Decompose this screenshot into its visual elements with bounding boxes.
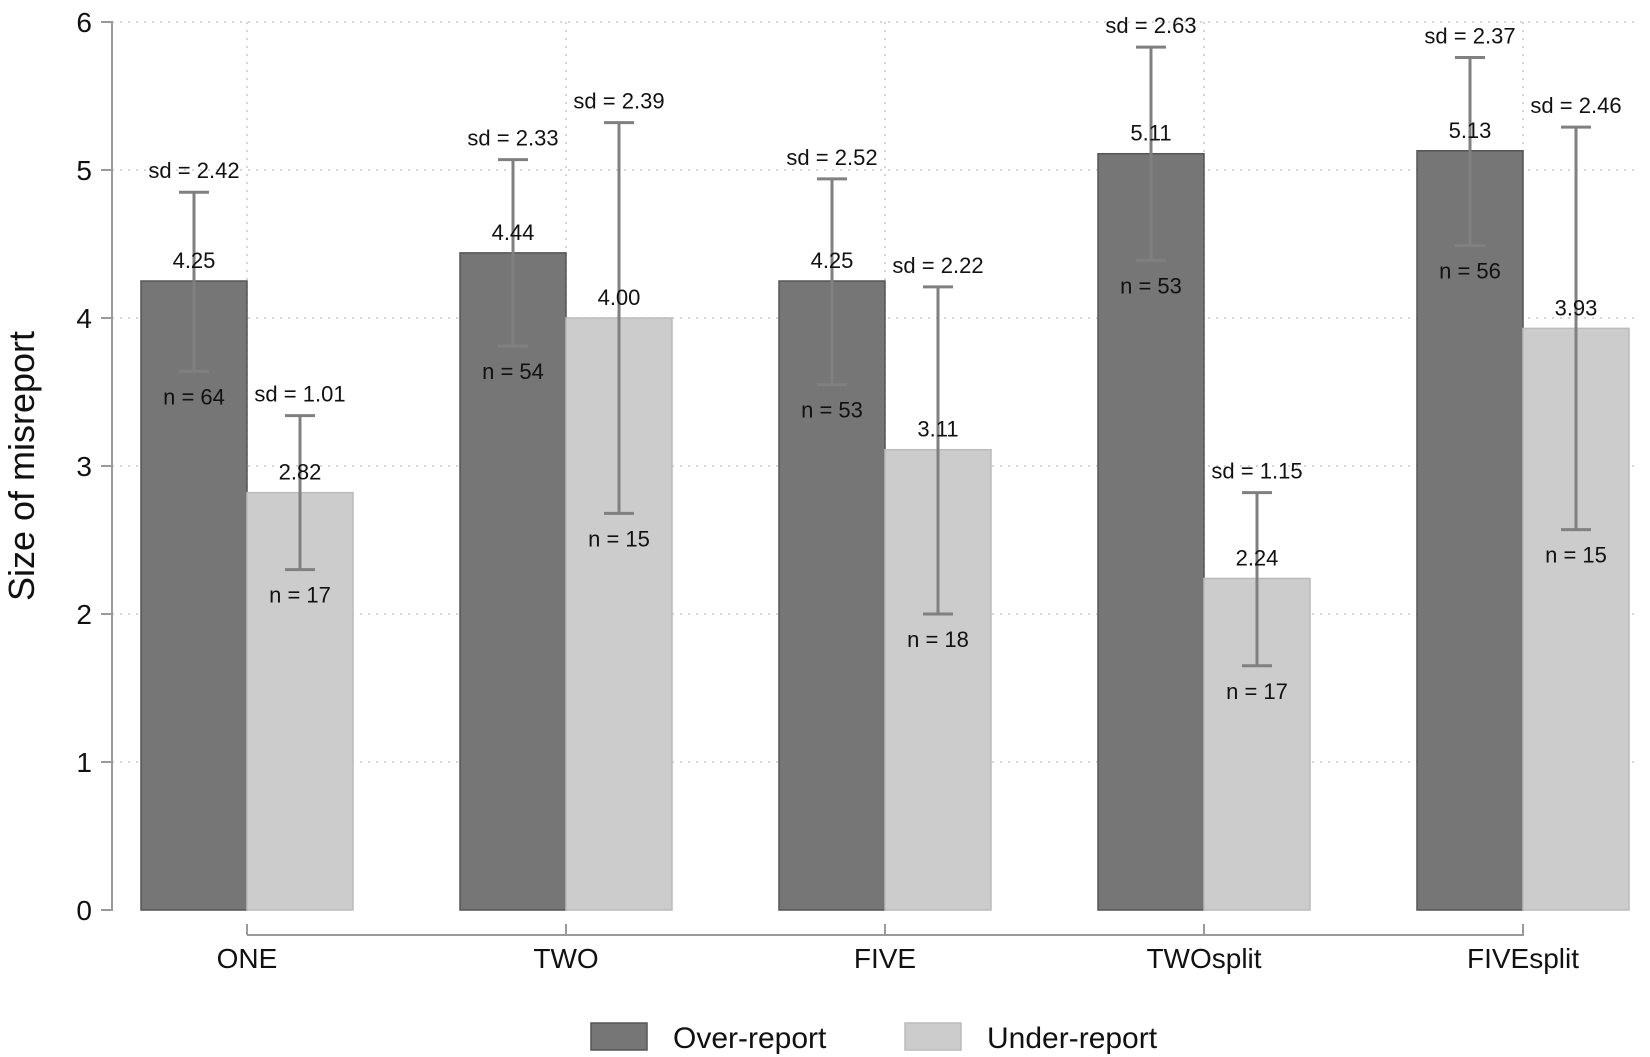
- sd-label: sd = 2.22: [892, 253, 983, 278]
- value-label: 2.24: [1236, 545, 1279, 570]
- y-tick-label: 2: [76, 599, 92, 630]
- bar-over-report: [1097, 152, 1205, 911]
- sd-label: sd = 2.42: [148, 158, 239, 183]
- value-label: 4.44: [492, 220, 535, 245]
- value-label: 3.11: [917, 417, 958, 442]
- x-tick-label: TWOsplit: [1146, 943, 1261, 974]
- legend-label-over-report: Over-report: [673, 1022, 827, 1055]
- x-tick-label: TWO: [533, 943, 598, 974]
- n-label: n = 54: [482, 359, 544, 384]
- n-label: n = 17: [1226, 679, 1288, 704]
- legend: Over-report Under-report: [590, 1022, 1158, 1055]
- legend-label-under-report: Under-report: [987, 1022, 1158, 1055]
- bar-annotations: sd = 2.42 4.25 n = 64 sd = 2.33 4.44 n = 54 sd…: [148, 13, 1621, 704]
- y-tick-label: 5: [76, 155, 92, 186]
- x-tick-label: FIVE: [854, 943, 916, 974]
- value-label: 4.00: [598, 285, 641, 310]
- n-label: n = 15: [1545, 543, 1607, 568]
- y-tick-label: 3: [76, 451, 92, 482]
- sd-label: sd = 2.39: [573, 89, 664, 114]
- y-tick-label: 4: [76, 303, 92, 334]
- value-label: 5.11: [1130, 121, 1171, 146]
- n-label: n = 17: [269, 583, 331, 608]
- y-tick-label: 1: [76, 747, 92, 778]
- y-tick-label: 0: [76, 895, 92, 926]
- x-ticks: ONE TWO FIVE TWOsplit FIVEsplit: [217, 924, 1579, 974]
- value-label: 5.13: [1449, 118, 1492, 143]
- error-bars: [179, 45, 1591, 668]
- sd-label: sd = 2.33: [467, 126, 558, 151]
- n-label: n = 53: [1120, 273, 1182, 298]
- x-tick-label: FIVEsplit: [1467, 943, 1579, 974]
- value-label: 2.82: [279, 460, 322, 485]
- bar-over-report: [140, 280, 248, 911]
- n-label: n = 53: [801, 398, 863, 423]
- value-label: 4.25: [173, 248, 216, 273]
- value-label: 3.93: [1555, 295, 1598, 320]
- x-tick-label: ONE: [217, 943, 278, 974]
- n-label: n = 15: [588, 526, 650, 551]
- n-label: n = 18: [907, 627, 969, 652]
- sd-label: sd = 2.63: [1105, 13, 1196, 38]
- value-label: 4.25: [811, 248, 854, 273]
- legend-swatch-over-report: [590, 1022, 648, 1051]
- sd-label: sd = 2.37: [1424, 24, 1515, 49]
- bars: [140, 150, 1630, 911]
- n-label: n = 56: [1439, 258, 1501, 283]
- gridlines: [112, 21, 1640, 910]
- bar-under-report: [246, 491, 354, 911]
- sd-label: sd = 1.15: [1211, 459, 1302, 484]
- y-ticks: 0 1 2 3 4 5 6: [76, 7, 112, 926]
- y-axis-title: Size of misreport: [1, 331, 42, 601]
- y-tick-label: 6: [76, 7, 92, 38]
- legend-swatch-under-report: [904, 1022, 962, 1051]
- sd-label: sd = 2.52: [786, 145, 877, 170]
- sd-label: sd = 2.46: [1530, 93, 1621, 118]
- n-label: n = 64: [163, 384, 225, 409]
- sd-label: sd = 1.01: [254, 382, 345, 407]
- bar-over-report: [1416, 150, 1524, 911]
- bar-over-report: [459, 252, 567, 911]
